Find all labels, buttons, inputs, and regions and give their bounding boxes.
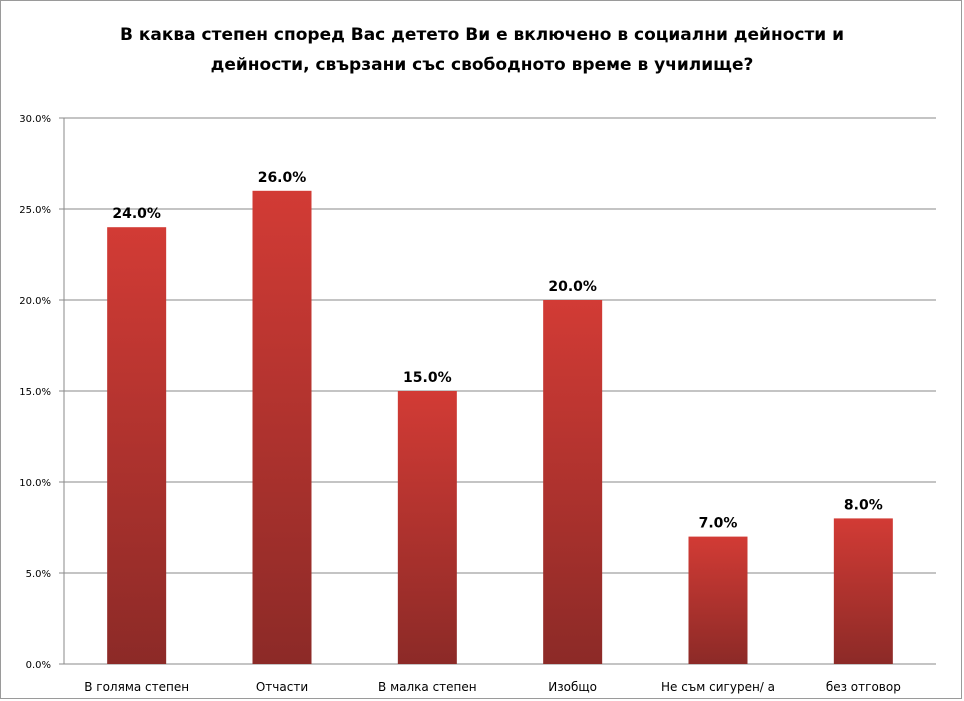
y-tick-label: 5.0% xyxy=(26,569,51,580)
bar xyxy=(543,300,603,664)
data-label: 7.0% xyxy=(699,516,738,532)
data-label: 15.0% xyxy=(403,370,452,386)
data-label: 26.0% xyxy=(258,170,307,186)
data-label: 24.0% xyxy=(112,206,161,222)
x-tick-label: без отговор xyxy=(826,680,901,694)
bar xyxy=(833,518,893,664)
x-tick-label: Изобщо xyxy=(548,680,597,694)
x-tick-label: Не съм сигурен/ а xyxy=(661,680,775,694)
y-tick-label: 20.0% xyxy=(19,296,51,307)
chart-title: В каква степен според Вас детето Ви е вк… xyxy=(60,20,904,80)
data-label: 8.0% xyxy=(844,497,883,513)
y-tick-label: 10.0% xyxy=(19,478,51,489)
y-tick-label: 15.0% xyxy=(19,387,51,398)
bar xyxy=(107,227,167,664)
bar xyxy=(252,190,312,665)
x-tick-label: В малка степен xyxy=(378,680,477,694)
bar xyxy=(397,391,457,664)
chart-title-line-1: В каква степен според Вас детето Ви е вк… xyxy=(119,25,845,45)
x-tick-label: Отчасти xyxy=(256,680,308,694)
y-tick-label: 25.0% xyxy=(19,205,51,216)
y-tick-label: 30.0% xyxy=(19,114,51,125)
data-label: 20.0% xyxy=(548,279,597,295)
y-tick-label: 0.0% xyxy=(26,660,51,671)
chart-title-line-2: дейности, свързани със свободното време … xyxy=(210,55,754,75)
bar xyxy=(688,536,748,664)
x-tick-label: В голяма степен xyxy=(84,680,189,694)
